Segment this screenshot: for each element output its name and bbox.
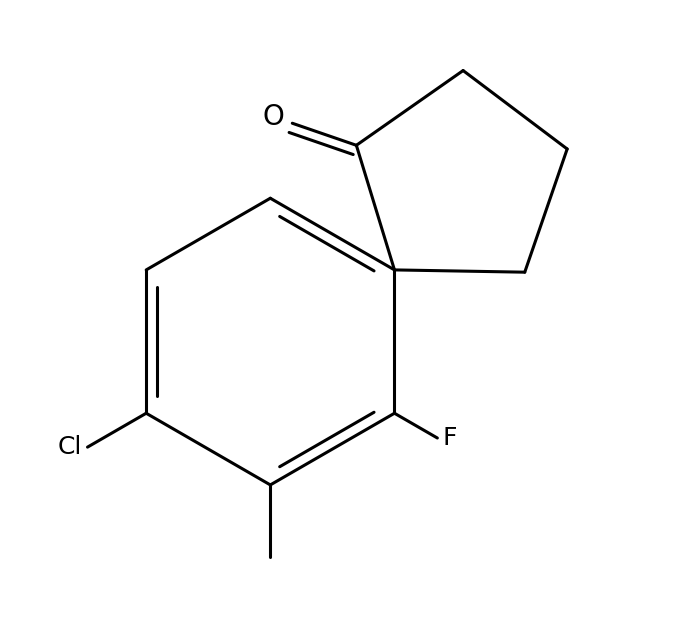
Text: Cl: Cl	[58, 435, 82, 459]
Text: F: F	[443, 426, 457, 450]
Text: O: O	[263, 103, 285, 131]
